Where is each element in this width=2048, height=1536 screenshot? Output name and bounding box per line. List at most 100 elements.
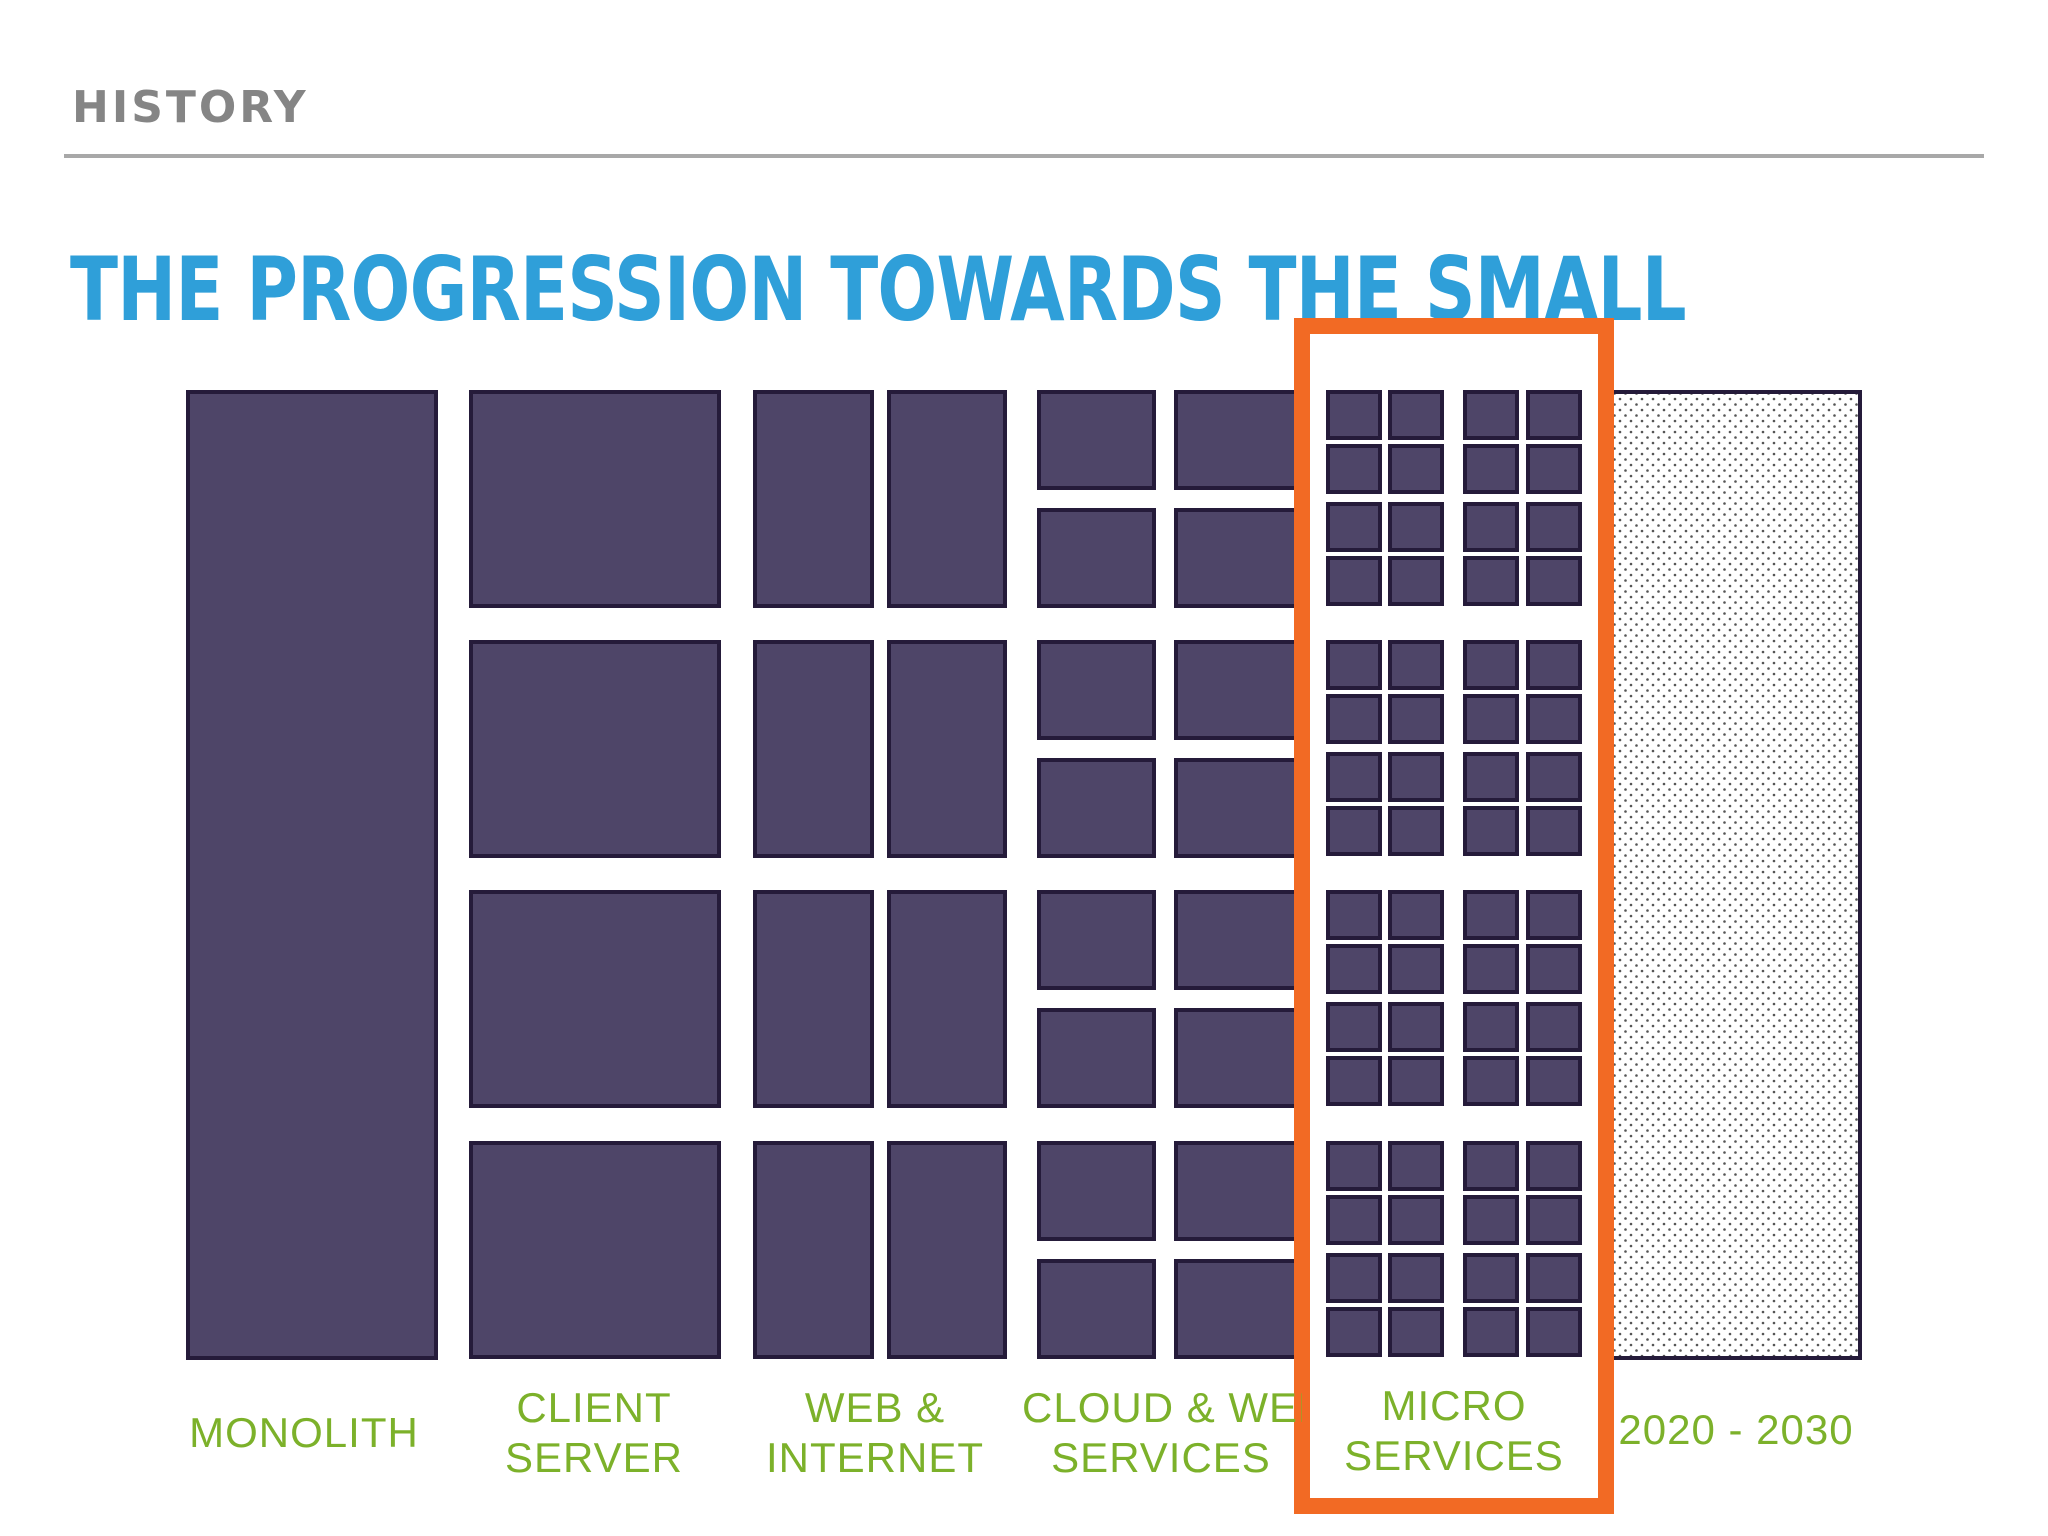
caption-micro-services: MICRO SERVICES <box>1318 1381 1590 1481</box>
caption-cloud-web-services-line2: SERVICES <box>1051 1434 1271 1481</box>
caption-future: 2020 - 2030 <box>1614 1405 1858 1455</box>
micro-service-block <box>1526 694 1582 744</box>
micro-service-block <box>1388 752 1444 802</box>
micro-service-block <box>1388 806 1444 856</box>
caption-client-server-line1: CLIENT <box>516 1384 672 1431</box>
cloud-services-block <box>1174 890 1296 990</box>
micro-service-block <box>1388 1141 1444 1191</box>
cloud-services-block <box>1037 890 1156 990</box>
micro-service-block <box>1463 640 1519 690</box>
cloud-services-block <box>1174 758 1296 858</box>
caption-web-internet: WEB & INTERNET <box>750 1383 1000 1483</box>
micro-service-block <box>1526 444 1582 494</box>
era-blocks <box>186 390 1582 1360</box>
micro-service-block <box>1388 1002 1444 1052</box>
cloud-services-block <box>1037 390 1156 490</box>
micro-service-block <box>1526 1141 1582 1191</box>
cloud-services-block <box>1174 640 1296 740</box>
micro-service-block <box>1526 1002 1582 1052</box>
micro-service-block <box>1388 556 1444 606</box>
web-internet-block <box>887 1141 1007 1359</box>
micro-service-block <box>1326 444 1382 494</box>
micro-service-block <box>1463 806 1519 856</box>
micro-service-block <box>1326 556 1382 606</box>
web-internet-block <box>753 640 874 858</box>
cloud-services-block <box>1037 1259 1156 1359</box>
micro-service-block <box>1388 694 1444 744</box>
micro-service-block <box>1326 1056 1382 1106</box>
web-internet-block <box>887 390 1007 608</box>
web-internet-block <box>887 640 1007 858</box>
micro-service-block <box>1326 752 1382 802</box>
micro-service-block <box>1326 1141 1382 1191</box>
header-divider <box>64 154 1984 158</box>
micro-service-block <box>1526 1056 1582 1106</box>
micro-service-block <box>1326 1307 1382 1357</box>
micro-service-block <box>1526 556 1582 606</box>
micro-service-block <box>1463 390 1519 440</box>
micro-service-block <box>1326 502 1382 552</box>
web-internet-block <box>753 890 874 1108</box>
micro-service-block <box>1326 944 1382 994</box>
micro-service-block <box>1463 1056 1519 1106</box>
micro-service-block <box>1388 444 1444 494</box>
micro-service-block <box>1388 640 1444 690</box>
cloud-web-services-group <box>1037 390 1296 1359</box>
client-server-block <box>469 640 721 858</box>
micro-service-block <box>1526 806 1582 856</box>
micro-services-highlight-box <box>1294 318 1614 1514</box>
micro-service-block <box>1463 1307 1519 1357</box>
web-internet-block <box>753 1141 874 1359</box>
caption-cloud-web-services: CLOUD & WEB SERVICES <box>1020 1383 1302 1483</box>
micro-service-block <box>1463 1253 1519 1303</box>
micro-service-block <box>1526 390 1582 440</box>
micro-service-block <box>1463 1141 1519 1191</box>
micro-service-block <box>1526 1195 1582 1245</box>
caption-monolith-line2: MONOLITH <box>189 1409 419 1456</box>
cloud-services-block <box>1037 508 1156 608</box>
section-label: HISTORY <box>72 82 309 133</box>
micro-service-block <box>1326 1253 1382 1303</box>
caption-web-internet-line1: WEB & <box>804 1384 946 1431</box>
cloud-services-block <box>1174 390 1296 490</box>
micro-service-block <box>1326 694 1382 744</box>
caption-future-line2: 2020 - 2030 <box>1618 1406 1854 1453</box>
micro-service-block <box>1463 944 1519 994</box>
micro-service-block <box>1388 890 1444 940</box>
micro-service-block <box>1526 890 1582 940</box>
micro-service-block <box>1463 556 1519 606</box>
cloud-services-block <box>1037 758 1156 858</box>
cloud-services-block <box>1174 1259 1296 1359</box>
micro-service-block <box>1463 1002 1519 1052</box>
caption-micro-services-line1: MICRO <box>1381 1382 1527 1429</box>
monolith-block <box>186 390 438 1360</box>
micro-service-block <box>1463 890 1519 940</box>
micro-service-block <box>1326 890 1382 940</box>
micro-service-block <box>1526 944 1582 994</box>
web-internet-block <box>753 390 874 608</box>
micro-service-block <box>1526 1307 1582 1357</box>
caption-monolith: MONOLITH <box>176 1408 432 1458</box>
micro-service-block <box>1326 390 1382 440</box>
caption-cloud-web-services-line1: CLOUD & WEB <box>1022 1384 1302 1431</box>
caption-client-server: CLIENT SERVER <box>468 1383 720 1483</box>
micro-service-block <box>1526 752 1582 802</box>
micro-service-block <box>1463 502 1519 552</box>
micro-service-block <box>1526 640 1582 690</box>
micro-service-block <box>1526 502 1582 552</box>
micro-service-block <box>1388 1056 1444 1106</box>
caption-web-internet-line2: INTERNET <box>766 1434 984 1481</box>
micro-service-block <box>1388 1195 1444 1245</box>
micro-service-block <box>1388 944 1444 994</box>
micro-service-block <box>1326 1195 1382 1245</box>
micro-service-block <box>1326 806 1382 856</box>
micro-service-block <box>1463 1195 1519 1245</box>
cloud-services-block <box>1037 1008 1156 1108</box>
cloud-services-block <box>1174 1008 1296 1108</box>
micro-service-block <box>1463 752 1519 802</box>
cloud-services-block <box>1037 1141 1156 1241</box>
cloud-services-block <box>1037 640 1156 740</box>
future-dotted-area <box>1608 390 1862 1360</box>
web-internet-block <box>887 890 1007 1108</box>
